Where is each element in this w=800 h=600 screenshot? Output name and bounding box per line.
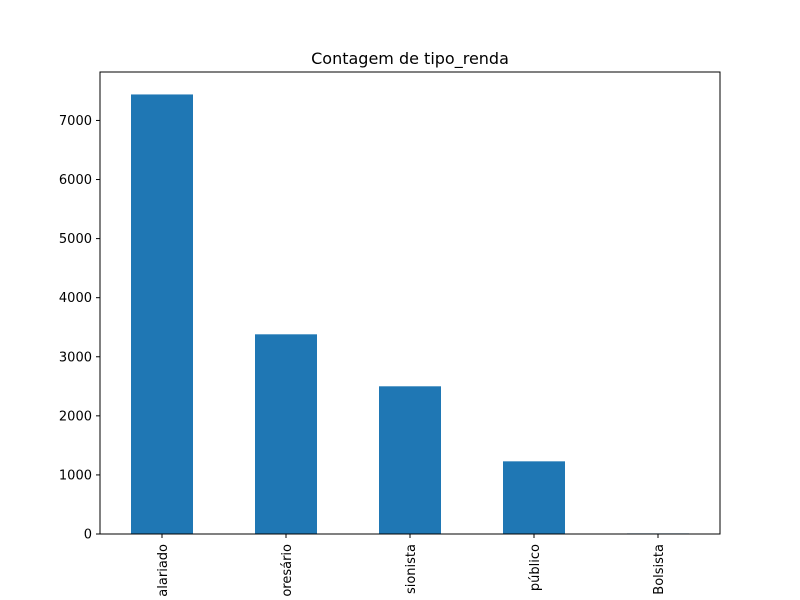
y-tick-label: 7000 [59,114,92,129]
x-tick-label: público [528,544,543,591]
x-tick-label: sionista [404,544,419,594]
y-tick-label: 5000 [59,232,92,247]
x-axis: alariado oresário sionista público Bolsista [156,534,667,597]
bar-4 [503,461,565,534]
y-tick-label: 0 [84,528,92,543]
y-tick-label: 3000 [59,350,92,365]
y-tick-label: 2000 [59,409,92,424]
bar-3 [379,386,441,534]
y-axis: 0 1000 2000 3000 4000 5000 6000 7000 [59,114,100,543]
bar-1 [131,94,193,534]
x-tick-label: oresário [280,544,295,597]
x-tick-label: alariado [156,544,171,597]
y-tick-label: 4000 [59,291,92,306]
plot-frame [99,71,721,535]
chart-title: Contagem de tipo_renda [311,49,509,69]
y-tick-label: 6000 [59,173,92,188]
x-tick-label: Bolsista [652,544,667,595]
bars-group [131,94,689,534]
bar-2 [255,334,317,534]
y-tick-label: 1000 [59,468,92,483]
